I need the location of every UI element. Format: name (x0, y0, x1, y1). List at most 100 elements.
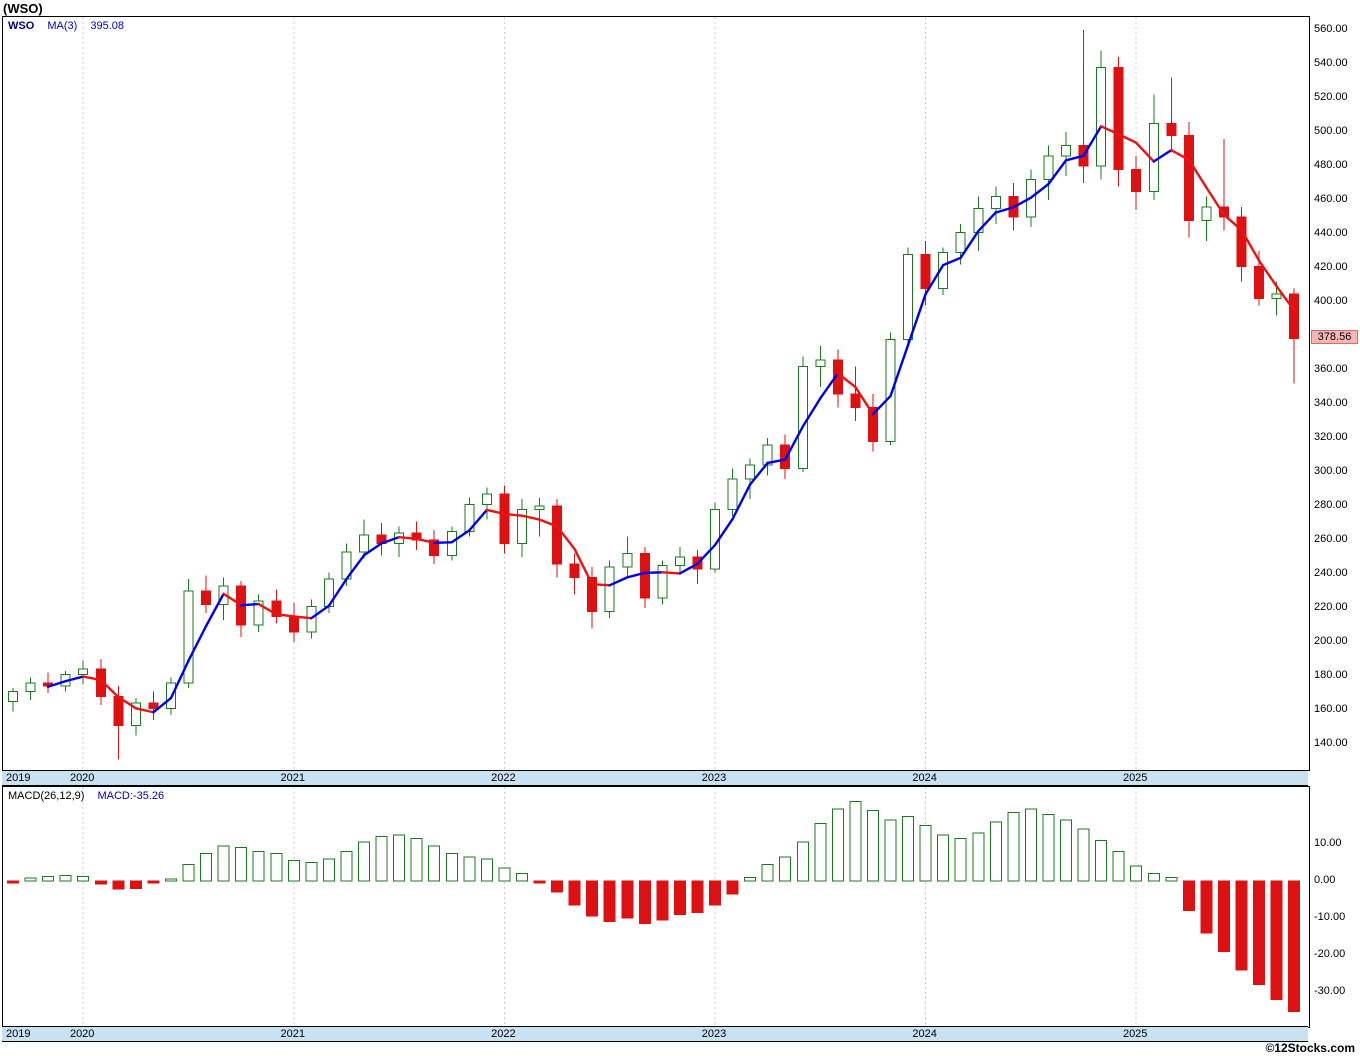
macd-bar-negative (1182, 880, 1195, 912)
year-label: 2021 (280, 1028, 306, 1040)
ma-segment (1275, 285, 1296, 312)
price-y-label: 500.00 (1314, 124, 1348, 137)
candle-down (499, 493, 510, 544)
ma-segment (766, 458, 787, 465)
ma-segment (327, 577, 348, 607)
candle-down (1113, 66, 1124, 170)
ma-value: 395.08 (90, 20, 125, 32)
candle-up (78, 668, 89, 675)
macd-bar-negative (638, 880, 651, 925)
price-y-label: 240.00 (1314, 566, 1348, 579)
price-chart-panel: WSO MA(3) 395.08 (2, 16, 1310, 771)
ma-segment (134, 707, 155, 714)
current-price-tag: 378.56 (1311, 330, 1358, 345)
macd-bar-positive (305, 862, 318, 882)
ma-segment (257, 602, 278, 616)
macd-bar-positive (480, 858, 493, 882)
candle-down (1218, 206, 1229, 218)
ma-segment (906, 292, 927, 347)
price-y-label: 220.00 (1314, 600, 1348, 613)
candle-up (604, 566, 615, 612)
ma-segment (1117, 133, 1138, 144)
year-label: 2023 (701, 772, 727, 784)
ma-segment (836, 372, 857, 389)
macd-bar-positive (1077, 828, 1090, 882)
ma-segment (380, 535, 401, 545)
ma-segment (345, 554, 366, 581)
ma-segment (819, 372, 840, 400)
macd-bar-negative (709, 880, 721, 906)
macd-bar-negative (1200, 880, 1213, 934)
macd-y-label: -10.00 (1314, 910, 1346, 923)
ma-segment (731, 483, 752, 521)
price-y-label: 320.00 (1314, 430, 1348, 443)
macd-bar-negative (94, 880, 107, 885)
ma-segment (1187, 158, 1208, 189)
candle-down (850, 393, 861, 408)
year-label: 2020 (69, 1028, 95, 1040)
candle-up (130, 702, 141, 726)
price-y-label: 440.00 (1314, 226, 1348, 239)
ma-segment (661, 571, 682, 575)
ma-segment (1082, 125, 1103, 158)
ma-segment (204, 592, 225, 628)
ma-segment (485, 508, 506, 516)
candle-up (622, 553, 633, 568)
macd-bar-positive (340, 850, 353, 882)
macd-bar-negative (586, 880, 599, 917)
candle-down (867, 406, 878, 442)
ma-segment (1240, 228, 1261, 262)
candle-up (745, 464, 756, 480)
candle-down (1289, 293, 1300, 339)
price-y-label: 200.00 (1314, 634, 1348, 647)
macd-bar-negative (726, 880, 739, 895)
year-label: 2024 (912, 772, 937, 784)
ma-segment (1047, 159, 1068, 186)
candle-up (534, 505, 545, 510)
candle-down (552, 505, 563, 565)
macd-bar-positive (252, 850, 265, 882)
candle-up (1096, 66, 1107, 167)
candle-up (1201, 206, 1212, 221)
macd-bar-positive (972, 832, 985, 882)
candle-up (657, 565, 668, 599)
macd-bar-negative (551, 880, 564, 893)
ma-segment (590, 583, 611, 587)
candle-up (727, 478, 738, 510)
macd-bar-positive (761, 863, 774, 882)
macd-bar-negative (112, 880, 125, 890)
macd-bar-positive (902, 815, 915, 882)
price-y-label: 340.00 (1314, 396, 1348, 409)
macd-bar-positive (59, 874, 72, 882)
ma-segment (64, 675, 85, 683)
ma-segment (468, 508, 489, 532)
ma-segment (503, 512, 524, 517)
candle-up (1061, 145, 1071, 157)
candle-up (955, 231, 966, 254)
ma-segment (924, 263, 945, 296)
ma-segment (187, 624, 208, 662)
macd-bar-negative (656, 880, 669, 921)
ma-segment (626, 571, 646, 579)
price-y-label: 260.00 (1314, 532, 1348, 545)
macd-bar-negative (691, 880, 704, 913)
macd-bar-negative (1235, 880, 1248, 971)
ma-segment (310, 604, 331, 620)
macd-y-label: 10.00 (1314, 836, 1342, 849)
candle-up (8, 690, 18, 702)
price-y-label: 420.00 (1314, 260, 1348, 273)
price-chart-legend: WSO MA(3) 395.08 (8, 20, 134, 32)
macd-bar-positive (1112, 850, 1125, 882)
ma-segment (1012, 196, 1033, 209)
macd-bar-positive (410, 837, 423, 882)
candle-up (1271, 293, 1282, 300)
macd-bar-positive (1042, 813, 1055, 882)
macd-bar-negative (1288, 880, 1301, 1012)
candle-down (201, 590, 212, 606)
candle-down (113, 695, 124, 726)
year-label: 2022 (491, 1028, 516, 1040)
ma-segment (1152, 148, 1173, 163)
macd-bar-positive (375, 836, 388, 882)
price-y-label: 400.00 (1314, 294, 1348, 307)
macd-bar-positive (77, 876, 90, 882)
